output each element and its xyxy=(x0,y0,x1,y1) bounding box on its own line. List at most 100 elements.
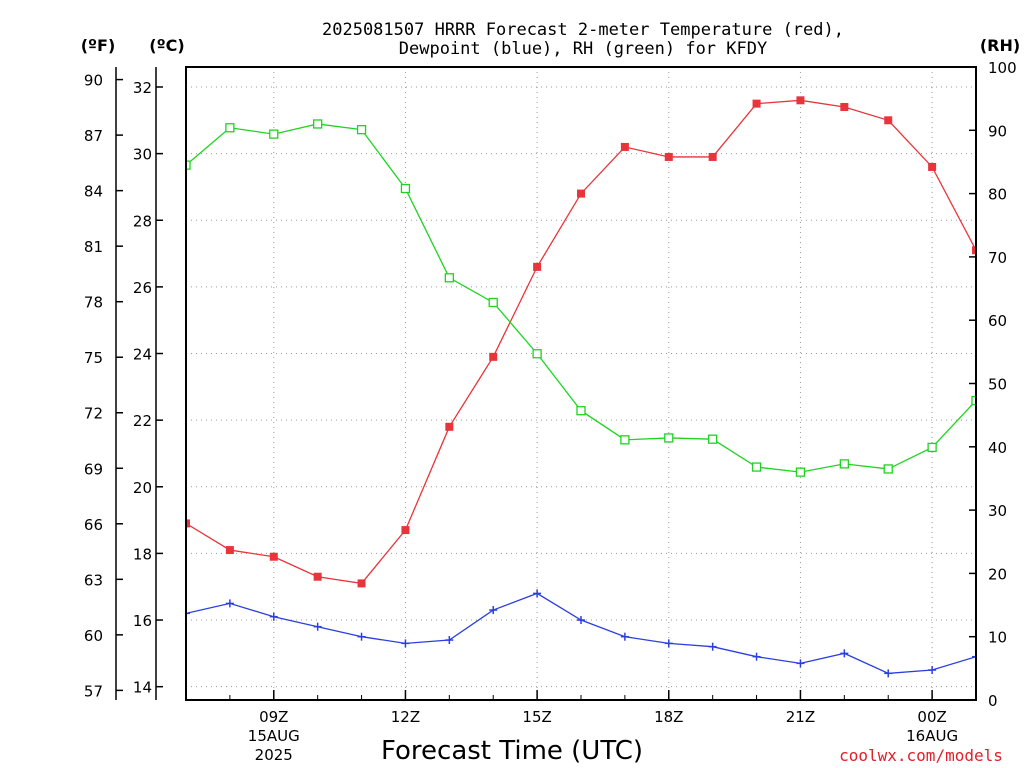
celsius-tick-label: 18 xyxy=(133,545,152,563)
dewpoint-point xyxy=(269,612,278,621)
chart-title-line-1: 2025081507 HRRR Forecast 2-meter Tempera… xyxy=(322,20,844,40)
dewpoint-line xyxy=(186,592,976,675)
dewpoint-point xyxy=(533,589,542,598)
fahrenheit-tick-label: 63 xyxy=(84,571,103,589)
celsius-tick-label: 30 xyxy=(133,146,152,164)
temperature-line xyxy=(186,99,976,585)
temperature-point xyxy=(269,552,278,561)
time-tick-label: 12Z xyxy=(391,708,420,726)
credit-text: coolwx.com/models xyxy=(839,746,1003,765)
dewpoint-point xyxy=(752,652,761,661)
temperature-point xyxy=(928,162,937,171)
rh-tick-label: 60 xyxy=(988,312,1007,330)
rh-tick-label: 80 xyxy=(988,186,1007,204)
relative_humidity-point xyxy=(883,464,893,474)
celsius-tick-label: 26 xyxy=(133,279,152,297)
fahrenheit-tick-label: 87 xyxy=(84,127,103,145)
rh-tick-label: 20 xyxy=(988,565,1007,583)
dewpoint-point xyxy=(577,616,585,625)
relative_humidity-point xyxy=(927,442,937,453)
dewpoint-point xyxy=(357,632,366,641)
fahrenheit-tick-label: 75 xyxy=(84,349,103,367)
temperature-point xyxy=(840,102,849,111)
relative_humidity-point xyxy=(444,273,454,283)
dewpoint-point xyxy=(489,606,498,615)
dewpoint-point xyxy=(186,609,190,618)
temperature-point xyxy=(620,142,629,151)
celsius-unit-label: (ºC) xyxy=(149,36,184,55)
relative_humidity-point xyxy=(708,434,718,444)
relative_humidity-series xyxy=(186,119,976,477)
celsius-tick-label: 16 xyxy=(133,612,152,630)
dewpoint-point xyxy=(840,649,849,658)
grid-lines xyxy=(186,67,976,700)
dewpoint-point xyxy=(708,642,717,651)
axes: 14 16 18 20 22 24 26 28 30 32 57 60 63 66 69 72 75 78 81 84… xyxy=(84,59,1017,764)
temperature-point xyxy=(489,352,498,361)
dewpoint-point xyxy=(620,632,629,641)
dewpoint-point xyxy=(225,599,234,608)
celsius-tick-label: 32 xyxy=(133,79,152,97)
fahrenheit-tick-label: 69 xyxy=(84,460,103,478)
relative_humidity-point xyxy=(839,459,849,469)
fahrenheit-tick-label: 60 xyxy=(84,627,103,645)
date-tick-label: 16AUG xyxy=(906,727,958,745)
fahrenheit-tick-label: 84 xyxy=(84,183,103,201)
relative_humidity-point xyxy=(269,129,279,139)
relative_humidity-point xyxy=(225,123,235,133)
relative_humidity-point xyxy=(356,125,367,135)
dewpoint-point xyxy=(401,639,410,648)
temperature-point xyxy=(796,96,805,105)
relative_humidity-point xyxy=(751,462,762,472)
temperature-point xyxy=(708,152,717,161)
year-tick-label: 2025 xyxy=(255,746,293,764)
dewpoint-point xyxy=(664,639,673,648)
x-axis-label: Forecast Time (UTC) xyxy=(381,736,643,766)
fahrenheit-tick-label: 78 xyxy=(84,294,103,312)
rh-unit-label: (RH) xyxy=(980,36,1020,55)
celsius-tick-label: 22 xyxy=(133,412,152,430)
temperature-point xyxy=(401,526,410,535)
rh-tick-label: 40 xyxy=(988,439,1007,457)
relative_humidity-point xyxy=(400,183,411,194)
time-tick-label: 00Z xyxy=(917,708,946,726)
relative_humidity-point xyxy=(576,406,586,416)
relative_humidity-point xyxy=(971,395,976,406)
plot-frame xyxy=(185,66,977,701)
rh-tick-label: 90 xyxy=(988,122,1007,140)
relative_humidity-point xyxy=(313,119,323,129)
rh-tick-label: 50 xyxy=(988,376,1007,394)
fahrenheit-unit-label: (ºF) xyxy=(81,36,116,55)
fahrenheit-tick-label: 66 xyxy=(84,516,103,534)
temperature-point xyxy=(752,99,761,108)
fahrenheit-tick-label: 90 xyxy=(84,72,103,90)
celsius-tick-label: 28 xyxy=(133,212,152,230)
rh-tick-label: 100 xyxy=(988,59,1017,77)
relative_humidity-point xyxy=(620,435,630,445)
dewpoint-point xyxy=(972,652,976,661)
dewpoint-point xyxy=(928,666,937,675)
fahrenheit-tick-label: 81 xyxy=(84,238,103,256)
date-tick-label: 15AUG xyxy=(248,727,300,745)
time-tick-label: 21Z xyxy=(786,708,815,726)
fahrenheit-tick-label: 57 xyxy=(84,682,103,700)
temperature-point xyxy=(357,579,366,588)
chart-title-line-2: Dewpoint (blue), RH (green) for KFDY xyxy=(399,39,767,59)
temperature-point xyxy=(533,262,542,271)
relative_humidity-point xyxy=(532,349,542,359)
dewpoint-point xyxy=(313,622,322,631)
relative_humidity-point xyxy=(488,297,498,308)
celsius-tick-label: 20 xyxy=(133,479,152,497)
celsius-tick-label: 14 xyxy=(133,679,152,697)
temperature-point xyxy=(186,519,190,528)
rh-tick-label: 70 xyxy=(988,249,1007,267)
dewpoint-series xyxy=(186,589,976,678)
temperature-series xyxy=(186,96,976,588)
temperature-point xyxy=(313,572,322,581)
dewpoint-point xyxy=(796,659,805,668)
temperature-point xyxy=(664,152,673,161)
rh-tick-label: 30 xyxy=(988,502,1007,520)
temperature-point xyxy=(884,116,893,125)
rh-tick-label: 0 xyxy=(988,692,998,710)
